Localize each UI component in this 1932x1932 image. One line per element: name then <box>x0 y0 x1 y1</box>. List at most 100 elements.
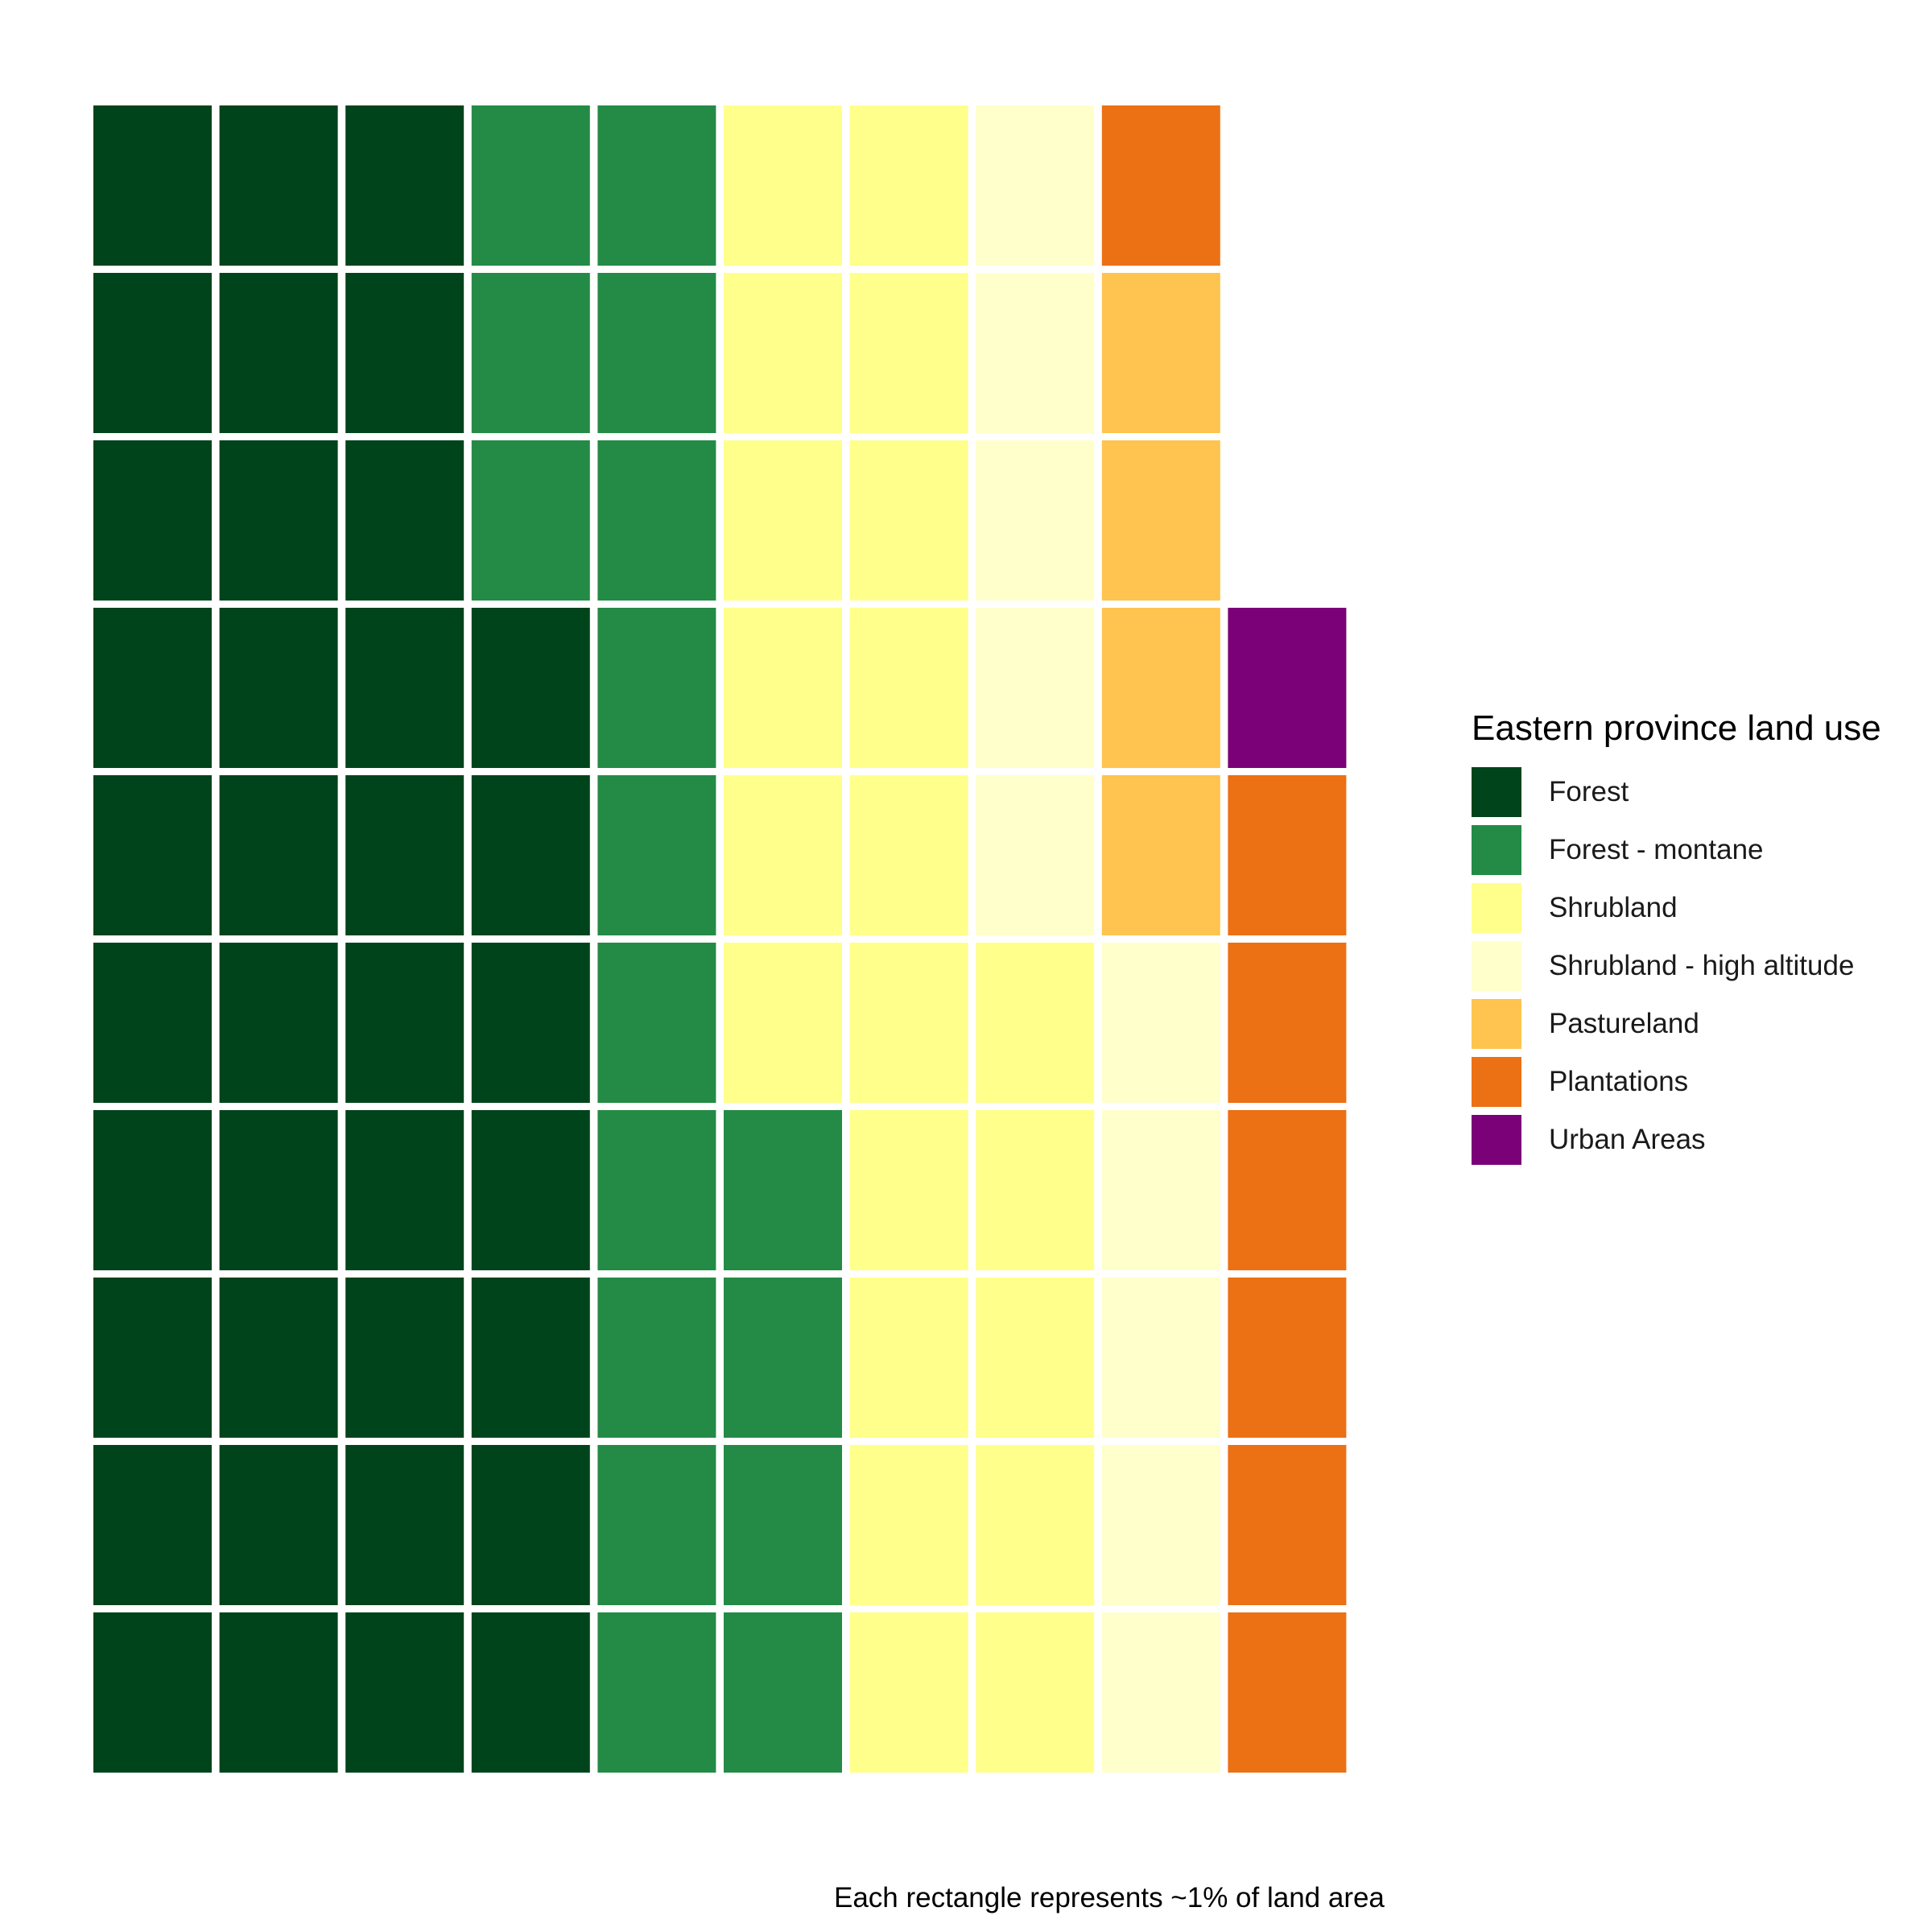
legend-item-shrubland-high-altitude: Shrubland - high altitude <box>1472 937 1922 995</box>
waffle-cell-pastureland <box>1101 608 1220 768</box>
waffle-cell-forest <box>219 105 338 266</box>
waffle-cell-shrubland <box>724 105 842 266</box>
waffle-cell-forest <box>219 1445 338 1605</box>
waffle-cell-forest <box>471 943 590 1103</box>
waffle-cell-forest <box>345 1278 464 1438</box>
waffle-cell-forest <box>345 273 464 433</box>
waffle-cell-shrubland <box>849 1445 968 1605</box>
waffle-cell-forest <box>345 1445 464 1605</box>
waffle-cell-forest <box>93 1278 212 1438</box>
waffle-cell-plantations <box>1228 943 1347 1103</box>
waffle-cell-forest-montane <box>724 1445 842 1605</box>
waffle-cell-forest-montane <box>471 105 590 266</box>
waffle-cell-shrubland <box>724 775 842 935</box>
waffle-cell-forest-montane <box>724 1110 842 1270</box>
waffle-cell-shrubland <box>976 943 1095 1103</box>
waffle-cell-plantations <box>1101 105 1220 266</box>
waffle-cell-forest <box>219 608 338 768</box>
waffle-cell-plantations <box>1228 1612 1347 1773</box>
waffle-cell-forest <box>93 1612 212 1773</box>
waffle-cell-forest-montane <box>724 1612 842 1773</box>
waffle-cell-pastureland <box>1101 775 1220 935</box>
waffle-cell-forest-montane <box>724 1278 842 1438</box>
waffle-cell-shrubland-high-altitude <box>1101 1612 1220 1773</box>
waffle-cell-forest <box>93 1445 212 1605</box>
legend-label-shrubland-high-altitude: Shrubland - high altitude <box>1549 950 1855 981</box>
waffle-cell-shrubland-high-altitude <box>1101 1110 1220 1270</box>
waffle-cell-forest <box>219 273 338 433</box>
waffle-cell-shrubland-high-altitude <box>976 273 1095 433</box>
legend-swatch-shrubland <box>1472 883 1521 933</box>
waffle-cell-shrubland <box>724 943 842 1103</box>
waffle-cell-forest <box>471 775 590 935</box>
waffle-cell-forest-montane <box>597 1278 716 1438</box>
waffle-cell-forest <box>219 1278 338 1438</box>
chart-caption: Each rectangle represents ~1% of land ar… <box>834 1882 1385 1913</box>
waffle-cell-shrubland <box>849 775 968 935</box>
legend-label-forest-montane: Forest - montane <box>1549 834 1764 865</box>
waffle-cell-forest-montane <box>597 273 716 433</box>
waffle-cell-forest-montane <box>597 775 716 935</box>
legend-swatch-urban-areas <box>1472 1115 1521 1165</box>
legend: Eastern province land use Forest Forest -… <box>1472 708 1922 1169</box>
waffle-cell-forest <box>219 1612 338 1773</box>
legend-label-shrubland: Shrubland <box>1549 892 1678 923</box>
waffle-cell-shrubland <box>976 1110 1095 1270</box>
waffle-cell-forest <box>471 1612 590 1773</box>
legend-swatch-pastureland <box>1472 999 1521 1049</box>
legend-item-plantations: Plantations <box>1472 1053 1922 1111</box>
waffle-cell-forest <box>345 608 464 768</box>
legend-item-forest: Forest <box>1472 763 1922 821</box>
legend-swatch-shrubland-high-altitude <box>1472 941 1521 991</box>
legend-swatch-forest <box>1472 767 1521 817</box>
waffle-cell-plantations <box>1228 775 1347 935</box>
waffle-cell-shrubland-high-altitude <box>1101 1445 1220 1605</box>
waffle-cell-plantations <box>1228 1445 1347 1605</box>
waffle-cell-shrubland-high-altitude <box>976 440 1095 601</box>
legend-item-urban-areas: Urban Areas <box>1472 1111 1922 1169</box>
waffle-cell-shrubland <box>724 273 842 433</box>
waffle-cell-shrubland-high-altitude <box>1101 1278 1220 1438</box>
waffle-cell-forest <box>93 105 212 266</box>
waffle-cell-forest <box>219 775 338 935</box>
legend-title: Eastern province land use <box>1472 708 1881 748</box>
waffle-cell-forest <box>345 775 464 935</box>
legend-item-pastureland: Pastureland <box>1472 995 1922 1053</box>
legend-label-pastureland: Pastureland <box>1549 1008 1699 1039</box>
waffle-cell-shrubland <box>976 1278 1095 1438</box>
waffle-cell-forest <box>345 1612 464 1773</box>
waffle-cell-shrubland <box>849 943 968 1103</box>
waffle-cell-forest <box>345 440 464 601</box>
waffle-cell-forest-montane <box>597 105 716 266</box>
legend-label-urban-areas: Urban Areas <box>1549 1124 1706 1155</box>
waffle-cell-shrubland-high-altitude <box>976 608 1095 768</box>
waffle-cell-forest <box>93 775 212 935</box>
legend-swatch-forest-montane <box>1472 825 1521 875</box>
waffle-cell-shrubland <box>724 440 842 601</box>
waffle-cell-forest-montane <box>471 273 590 433</box>
waffle-cell-forest <box>93 943 212 1103</box>
waffle-cell-shrubland-high-altitude <box>1101 943 1220 1103</box>
legend-item-forest-montane: Forest - montane <box>1472 821 1922 879</box>
waffle-cell-forest <box>471 1278 590 1438</box>
legend-label-plantations: Plantations <box>1549 1066 1689 1097</box>
waffle-cell-shrubland-high-altitude <box>976 775 1095 935</box>
waffle-cell-shrubland <box>849 440 968 601</box>
legend-item-shrubland: Shrubland <box>1472 879 1922 937</box>
waffle-cell-plantations <box>1228 1110 1347 1270</box>
waffle-cell-forest-montane <box>597 943 716 1103</box>
waffle-cell-shrubland <box>849 273 968 433</box>
waffle-cell-forest <box>93 273 212 433</box>
waffle-cell-forest <box>471 608 590 768</box>
waffle-cell-forest-montane <box>597 1612 716 1773</box>
waffle-cell-forest-montane <box>597 608 716 768</box>
legend-swatch-plantations <box>1472 1057 1521 1107</box>
waffle-cell-forest <box>471 1445 590 1605</box>
waffle-cell-plantations <box>1228 1278 1347 1438</box>
waffle-cell-forest-montane <box>597 1445 716 1605</box>
waffle-cell-shrubland-high-altitude <box>976 105 1095 266</box>
waffle-cell-forest-montane <box>597 1110 716 1270</box>
waffle-cell-shrubland <box>849 105 968 266</box>
waffle-cell-shrubland <box>849 1110 968 1270</box>
